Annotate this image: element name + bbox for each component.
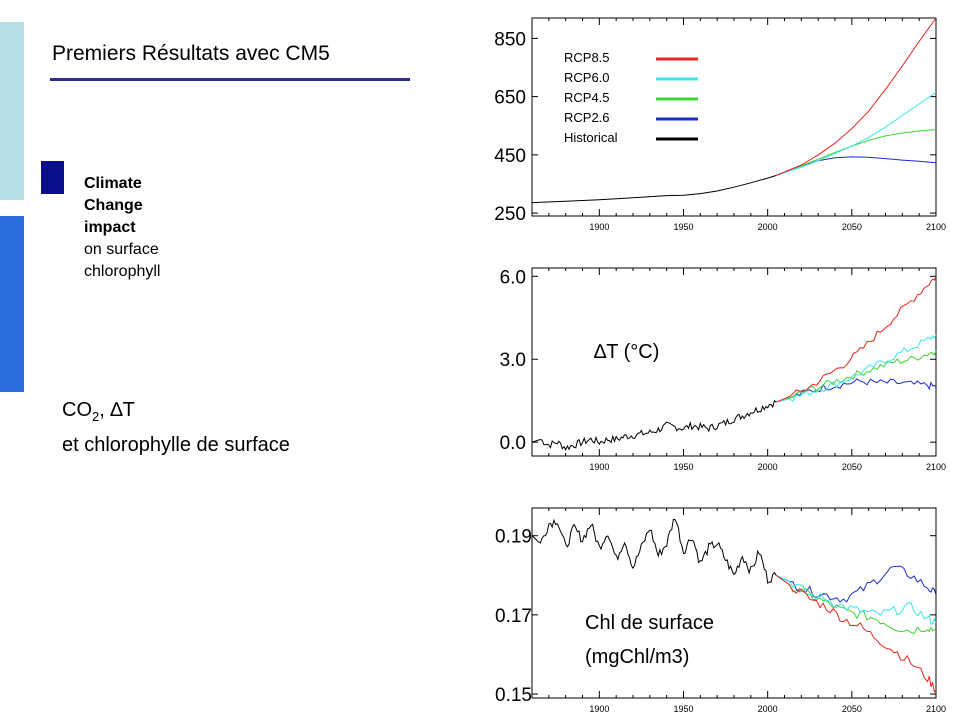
chart-title-line-1: Chl de surface [585, 612, 714, 634]
series-line-rcp6-0 [775, 574, 937, 625]
x-tick-label: 1950 [673, 704, 693, 714]
caption-line: chlorophyll [84, 263, 161, 280]
series-line-rcp6-0 [775, 91, 937, 176]
x-tick-label: 2100 [926, 704, 946, 714]
delta-t-text: , ∆T [99, 399, 135, 421]
co2-line-1: CO2, ∆T [62, 396, 290, 431]
side-caption: Climate Change impact on surface chlorop… [84, 173, 160, 283]
co2-text: CO [62, 399, 92, 421]
decor-bar-blue [0, 216, 24, 392]
series-line-rcp4-5 [775, 129, 937, 176]
x-tick-label: 1900 [589, 222, 609, 232]
legend-label: Historical [564, 130, 618, 145]
series-line-rcp4-5 [775, 350, 937, 403]
co2-caption: CO2, ∆T et chlorophylle de surface [62, 396, 290, 459]
caption-bold-line: Change [84, 197, 143, 214]
y-tick-label: 0.15 [495, 685, 532, 706]
caption-line: on surface [84, 241, 159, 258]
x-tick-label: 1950 [673, 462, 693, 472]
x-tick-label: 2050 [842, 704, 862, 714]
series-line-rcp2-6 [775, 156, 937, 176]
chart-title-line-2: (mgChl/m3) [585, 646, 689, 668]
caption-bold-line: Climate [84, 175, 142, 192]
title-underline [50, 78, 410, 81]
series-line-rcp8-5 [775, 17, 937, 176]
y-tick-label: 3.0 [500, 350, 526, 371]
decor-bar-light [0, 22, 24, 200]
x-tick-label: 2000 [758, 704, 778, 714]
co2-chart: 1900 1950 2000 2050 2100 250 450 650 850 RCP8.5 RC… [494, 17, 946, 232]
chart-title: ∆T (°C) [594, 341, 659, 363]
series-line-historical [531, 399, 777, 451]
y-tick-label: 850 [494, 29, 526, 50]
co2-line-2: et chlorophylle de surface [62, 434, 290, 456]
legend-label: RCP2.6 [564, 110, 610, 125]
plot-frame [531, 267, 937, 457]
y-tick-label: 450 [494, 146, 526, 167]
legend-label: RCP8.5 [564, 50, 610, 65]
series-line-rcp2-6 [775, 565, 937, 603]
x-tick-label: 1950 [673, 222, 693, 232]
x-tick-label: 2050 [842, 462, 862, 472]
slide-title: Premiers Résultats avec CM5 [52, 42, 330, 65]
plot-frame [531, 507, 937, 699]
y-tick-label: 6.0 [500, 267, 526, 288]
x-tick-label: 2100 [926, 462, 946, 472]
chlorophyll-chart: 1900 1950 2000 2050 2100 0.15 0.17 0.19 Chl de s… [495, 507, 946, 714]
x-tick-label: 1900 [589, 462, 609, 472]
series-line-rcp2-6 [775, 378, 937, 403]
y-tick-label: 0.17 [495, 606, 532, 627]
co2-subscript: 2 [92, 409, 100, 424]
series-line-rcp8-5 [775, 276, 937, 403]
y-tick-label: 0.19 [495, 527, 532, 548]
y-tick-label: 250 [494, 204, 526, 225]
x-tick-label: 2000 [758, 462, 778, 472]
legend-label: RCP4.5 [564, 90, 610, 105]
series-line-historical [531, 518, 777, 584]
caption-bold-line: impact [84, 219, 136, 236]
temperature-chart: 1900 1950 2000 2050 2100 0.0 3.0 6.0 ∆T (°C) [500, 267, 946, 472]
x-tick-label: 1900 [589, 704, 609, 714]
x-tick-label: 2050 [842, 222, 862, 232]
legend-label: RCP6.0 [564, 70, 610, 85]
x-tick-label: 2100 [926, 222, 946, 232]
y-tick-label: 0.0 [500, 433, 526, 454]
x-tick-label: 2000 [758, 222, 778, 232]
series-line-rcp8-5 [775, 574, 937, 693]
series-line-historical [531, 175, 777, 204]
series-line-rcp6-0 [775, 334, 937, 403]
y-tick-label: 650 [494, 88, 526, 109]
bullet-square [41, 161, 64, 194]
